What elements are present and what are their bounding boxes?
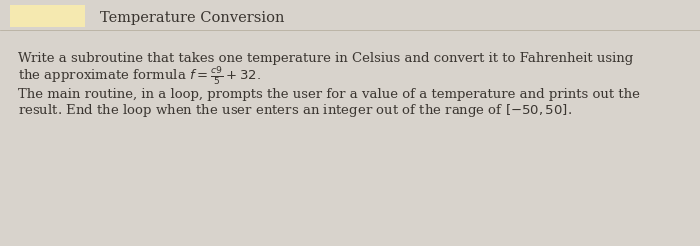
Text: result. End the loop when the user enters an integer out of the range of $[-50, : result. End the loop when the user enter…: [18, 102, 572, 119]
Text: the approximate formula $f = \frac{c9}{5} + 32.$: the approximate formula $f = \frac{c9}{5…: [18, 66, 261, 88]
Bar: [10, 5, 85, 27]
Text: Write a subroutine that takes one temperature in Celsius and convert it to Fahre: Write a subroutine that takes one temper…: [18, 52, 634, 65]
Text: Temperature Conversion: Temperature Conversion: [100, 11, 284, 25]
Text: The main routine, in a loop, prompts the user for a value of a temperature and p: The main routine, in a loop, prompts the…: [18, 88, 640, 101]
